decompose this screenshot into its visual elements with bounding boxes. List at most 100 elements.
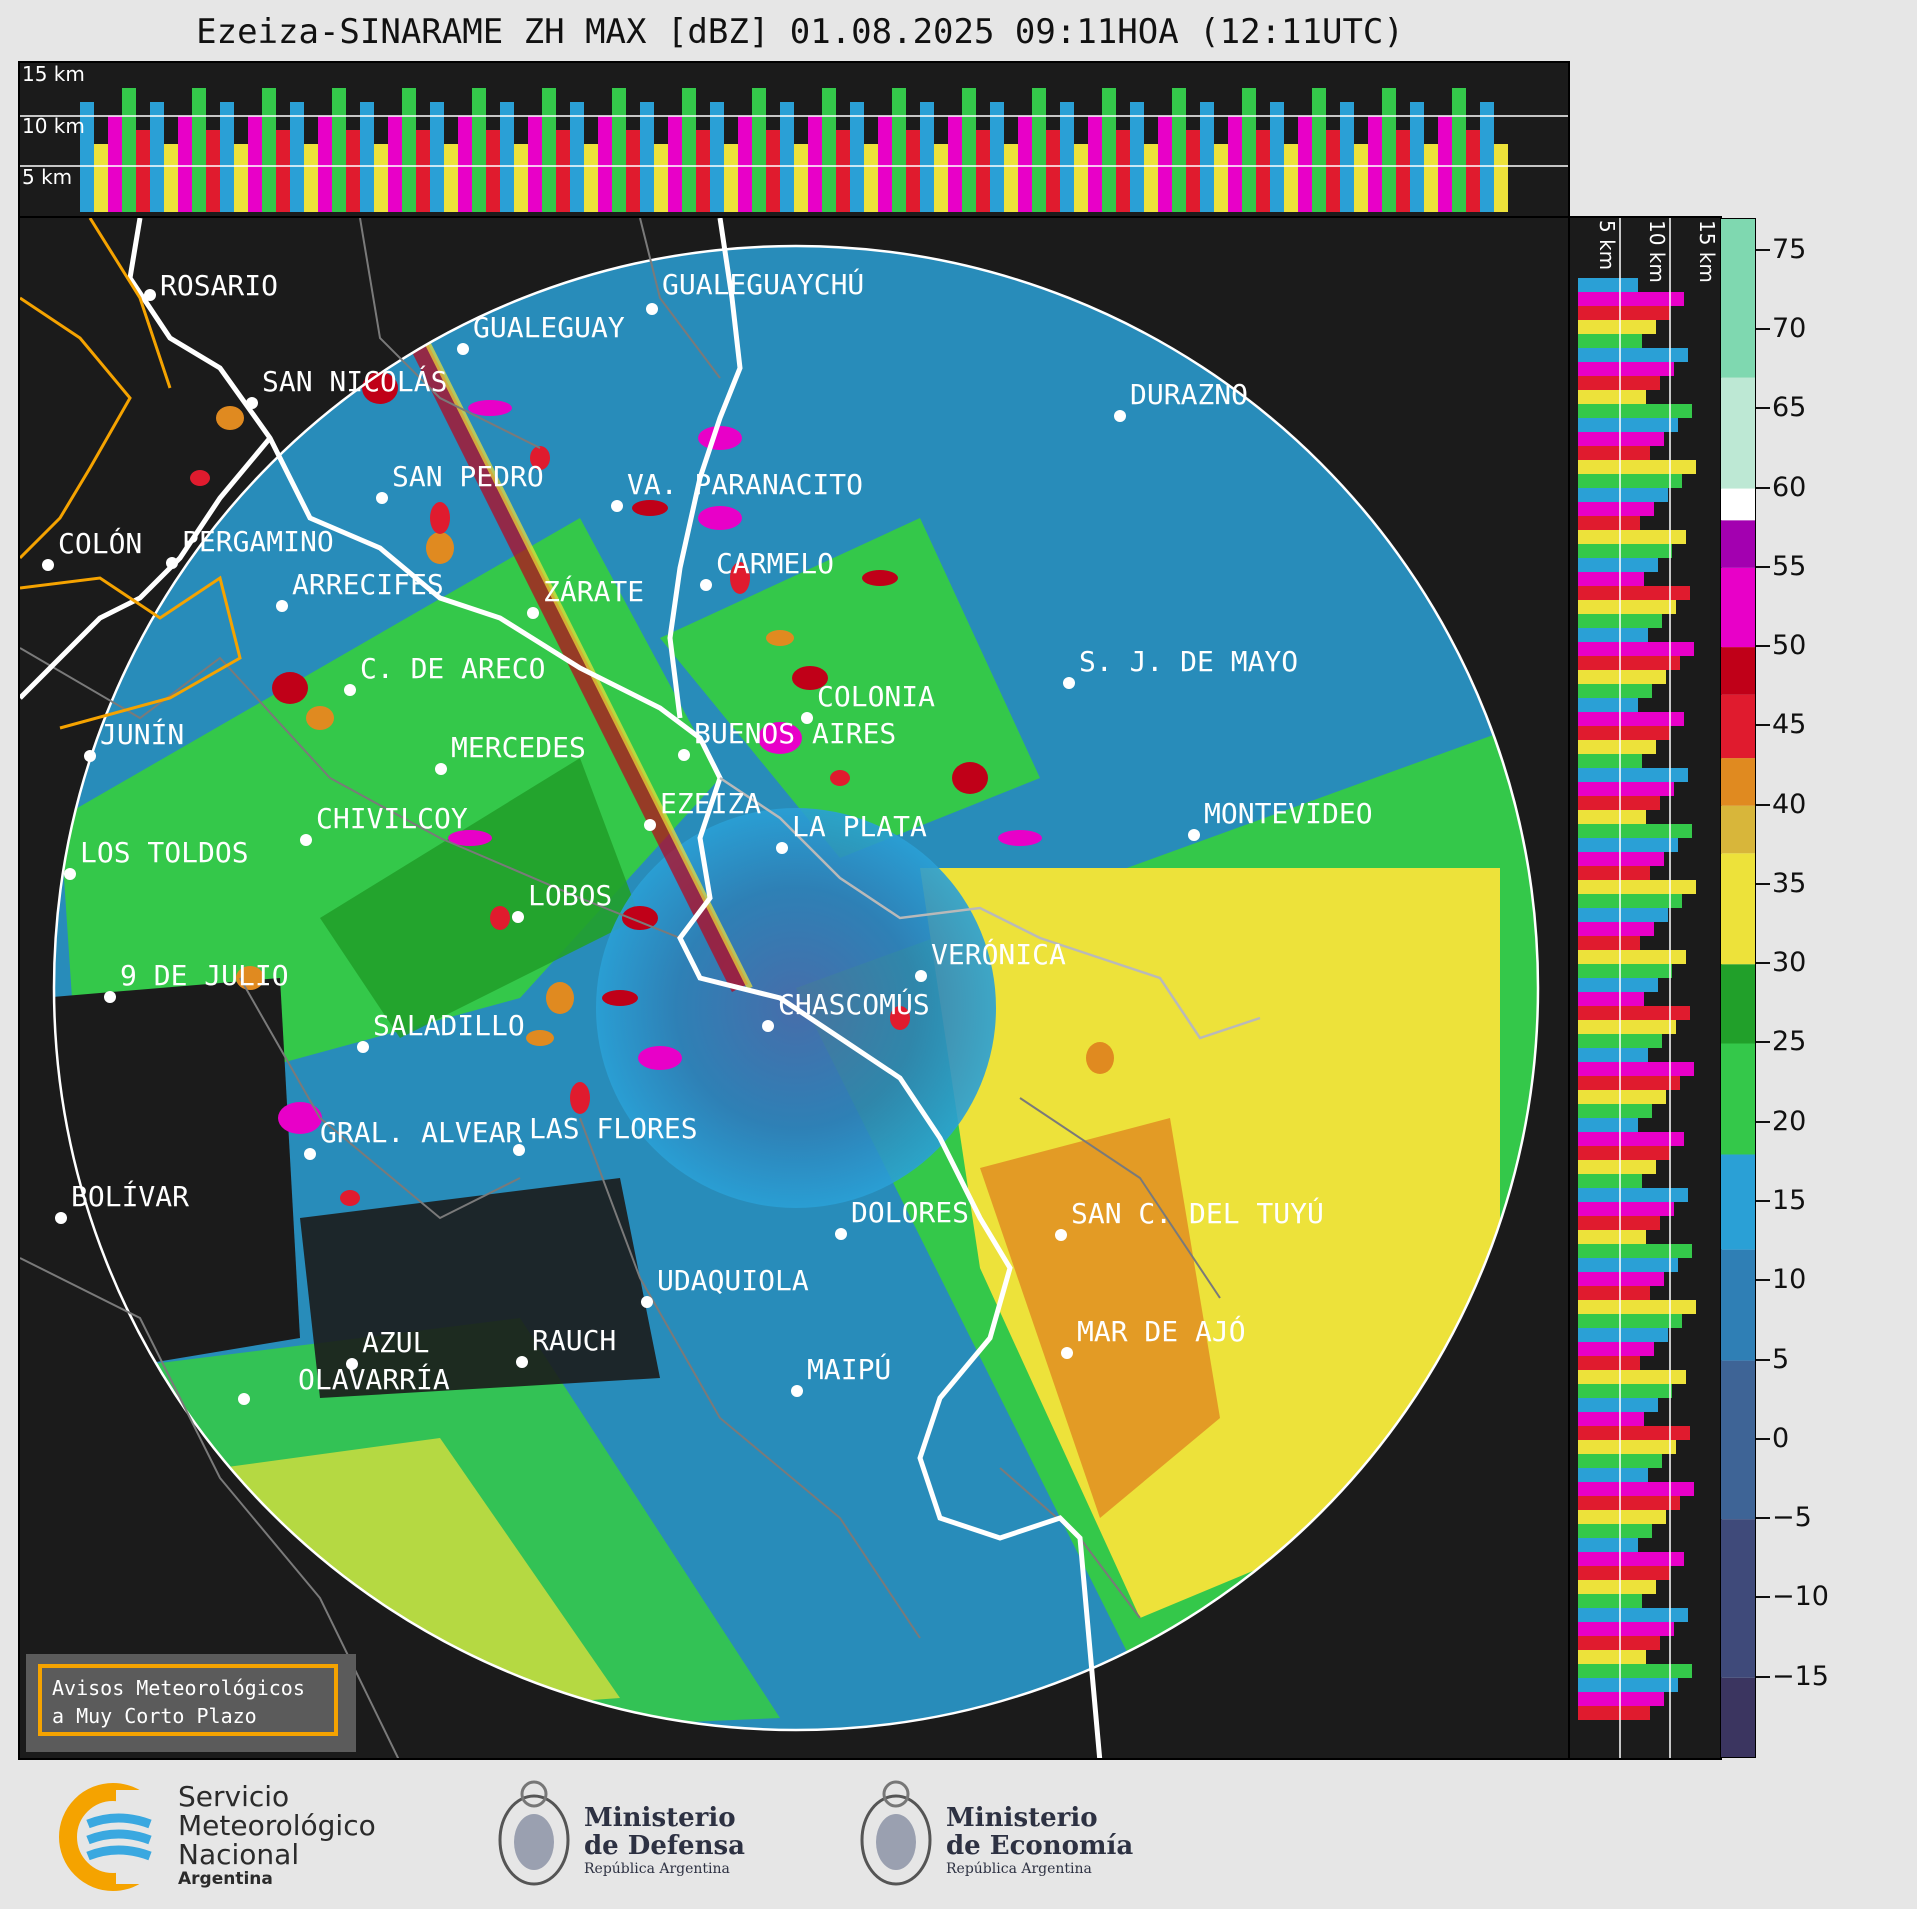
side-echo-row	[1578, 1216, 1660, 1230]
side-echo-row	[1578, 642, 1694, 656]
avisos-line: Avisos Meteorológicos	[52, 1676, 305, 1700]
city-dot	[835, 1228, 847, 1240]
top-echo-column	[766, 130, 780, 212]
city-label: S. J. DE MAYO	[1079, 645, 1298, 678]
colorbar-segment	[1721, 1519, 1755, 1678]
side-echo-row	[1578, 404, 1692, 418]
city-dot	[1114, 410, 1126, 422]
storm-cell	[468, 400, 512, 416]
top-echo-column	[388, 116, 402, 212]
city-label: VERÓNICA	[931, 937, 1066, 971]
side-echo-row	[1578, 768, 1688, 782]
side-echo-row	[1578, 936, 1640, 950]
top-echo-column	[1438, 116, 1452, 212]
top-echo-column	[1018, 116, 1032, 212]
top-echo-column	[640, 102, 654, 212]
top-cross-section-panel: 15 km 10 km 5 km	[18, 61, 1570, 218]
side-echo-row	[1578, 880, 1696, 894]
side-echo-row	[1578, 1006, 1690, 1020]
coat-of-arms-icon	[498, 1780, 570, 1886]
side-echo-row	[1578, 740, 1656, 754]
top-echo-column	[1116, 130, 1130, 212]
city-label: RAUCH	[532, 1324, 616, 1357]
top-echo-column	[920, 102, 934, 212]
top-echo-column	[598, 116, 612, 212]
city-label: LAS FLORES	[529, 1112, 698, 1145]
side-echo-row	[1578, 684, 1652, 698]
top-echo-column	[1242, 88, 1256, 212]
top-echo-column	[1004, 144, 1018, 212]
top-echo-column	[150, 102, 164, 212]
storm-cell	[638, 1046, 682, 1070]
side-echo-row	[1578, 1650, 1646, 1664]
top-echo-column	[248, 116, 262, 212]
city-label: CHASCOMÚS	[778, 987, 930, 1021]
city-markers: ROSARIO GUALEGUAYCHÚ GUALEGUAY SAN NICOLÁS D…	[42, 267, 1373, 1405]
side-echo-row	[1578, 488, 1668, 502]
city-dot	[84, 750, 96, 762]
colorbar-tick-label: 45	[1772, 709, 1807, 741]
side-echo-row	[1578, 502, 1654, 516]
city-label: MAIPÚ	[807, 1352, 891, 1386]
city-label: MAR DE AJÓ	[1077, 1314, 1246, 1348]
storm-cell	[792, 666, 828, 690]
city-dot	[641, 1296, 653, 1308]
top-echo-column	[374, 144, 388, 212]
city-dot	[376, 492, 388, 504]
colorbar-tick	[1756, 645, 1770, 648]
top-echo-column	[1424, 144, 1438, 212]
city-dot	[791, 1385, 803, 1397]
colorbar-segment	[1721, 488, 1755, 521]
top-echo-column	[94, 144, 108, 212]
storm-cell	[278, 1102, 322, 1134]
colorbar-segment	[1721, 694, 1755, 759]
city-dot	[42, 559, 54, 571]
top-echo-column	[1382, 88, 1396, 212]
top-echo-column	[430, 102, 444, 212]
side-echo-row	[1578, 1202, 1674, 1216]
colorbar-segment	[1721, 567, 1755, 648]
top-echo-column	[1298, 116, 1312, 212]
radar-map-svg: ROSARIO GUALEGUAYCHÚ GUALEGUAY SAN NICOLÁS D…	[20, 218, 1540, 1758]
top-echo-column	[1354, 144, 1368, 212]
colorbar-tick-label: 75	[1772, 233, 1807, 265]
top-cross-section-svg: 15 km 10 km 5 km	[20, 63, 1568, 212]
city-dot	[300, 834, 312, 846]
side-echo-row	[1578, 964, 1672, 978]
side-echo-row	[1578, 1468, 1648, 1482]
top-echo-column	[416, 130, 430, 212]
side-echo-row	[1578, 1384, 1672, 1398]
storm-cell	[766, 630, 794, 646]
colorbar-tick-label: 50	[1772, 630, 1807, 662]
city-dot	[357, 1041, 369, 1053]
side-echo-row	[1578, 1524, 1652, 1538]
side-echo-row	[1578, 460, 1696, 474]
city-dot	[246, 397, 258, 409]
city-dot	[646, 303, 658, 315]
city-label: LA PLATA	[792, 810, 927, 843]
side-echo-row	[1578, 1258, 1678, 1272]
side-echo-row	[1578, 1244, 1692, 1258]
storm-cell	[340, 1190, 360, 1206]
top-echo-column	[1200, 102, 1214, 212]
city-label: GUALEGUAY	[473, 311, 625, 344]
city-dot	[516, 1356, 528, 1368]
side-echo-bands	[1578, 278, 1696, 1720]
side-height-label: 15 km	[1695, 220, 1719, 283]
side-echo-row	[1578, 1412, 1644, 1426]
top-height-label: 15 km	[22, 63, 85, 86]
top-echo-column	[668, 116, 682, 212]
colorbar-tick	[1756, 486, 1770, 489]
side-echo-row	[1578, 292, 1684, 306]
city-label: SALADILLO	[373, 1009, 525, 1042]
top-echo-column	[976, 130, 990, 212]
top-echo-column	[822, 88, 836, 212]
defensa-logo: Ministerio de Defensa República Argentin…	[494, 1772, 754, 1897]
storm-cell	[448, 830, 492, 846]
top-echo-column	[486, 130, 500, 212]
city-dot	[1188, 829, 1200, 841]
side-echo-row	[1578, 1174, 1642, 1188]
city-label: LOBOS	[528, 879, 612, 912]
storm-cell	[306, 706, 334, 730]
side-echo-row	[1578, 1020, 1676, 1034]
